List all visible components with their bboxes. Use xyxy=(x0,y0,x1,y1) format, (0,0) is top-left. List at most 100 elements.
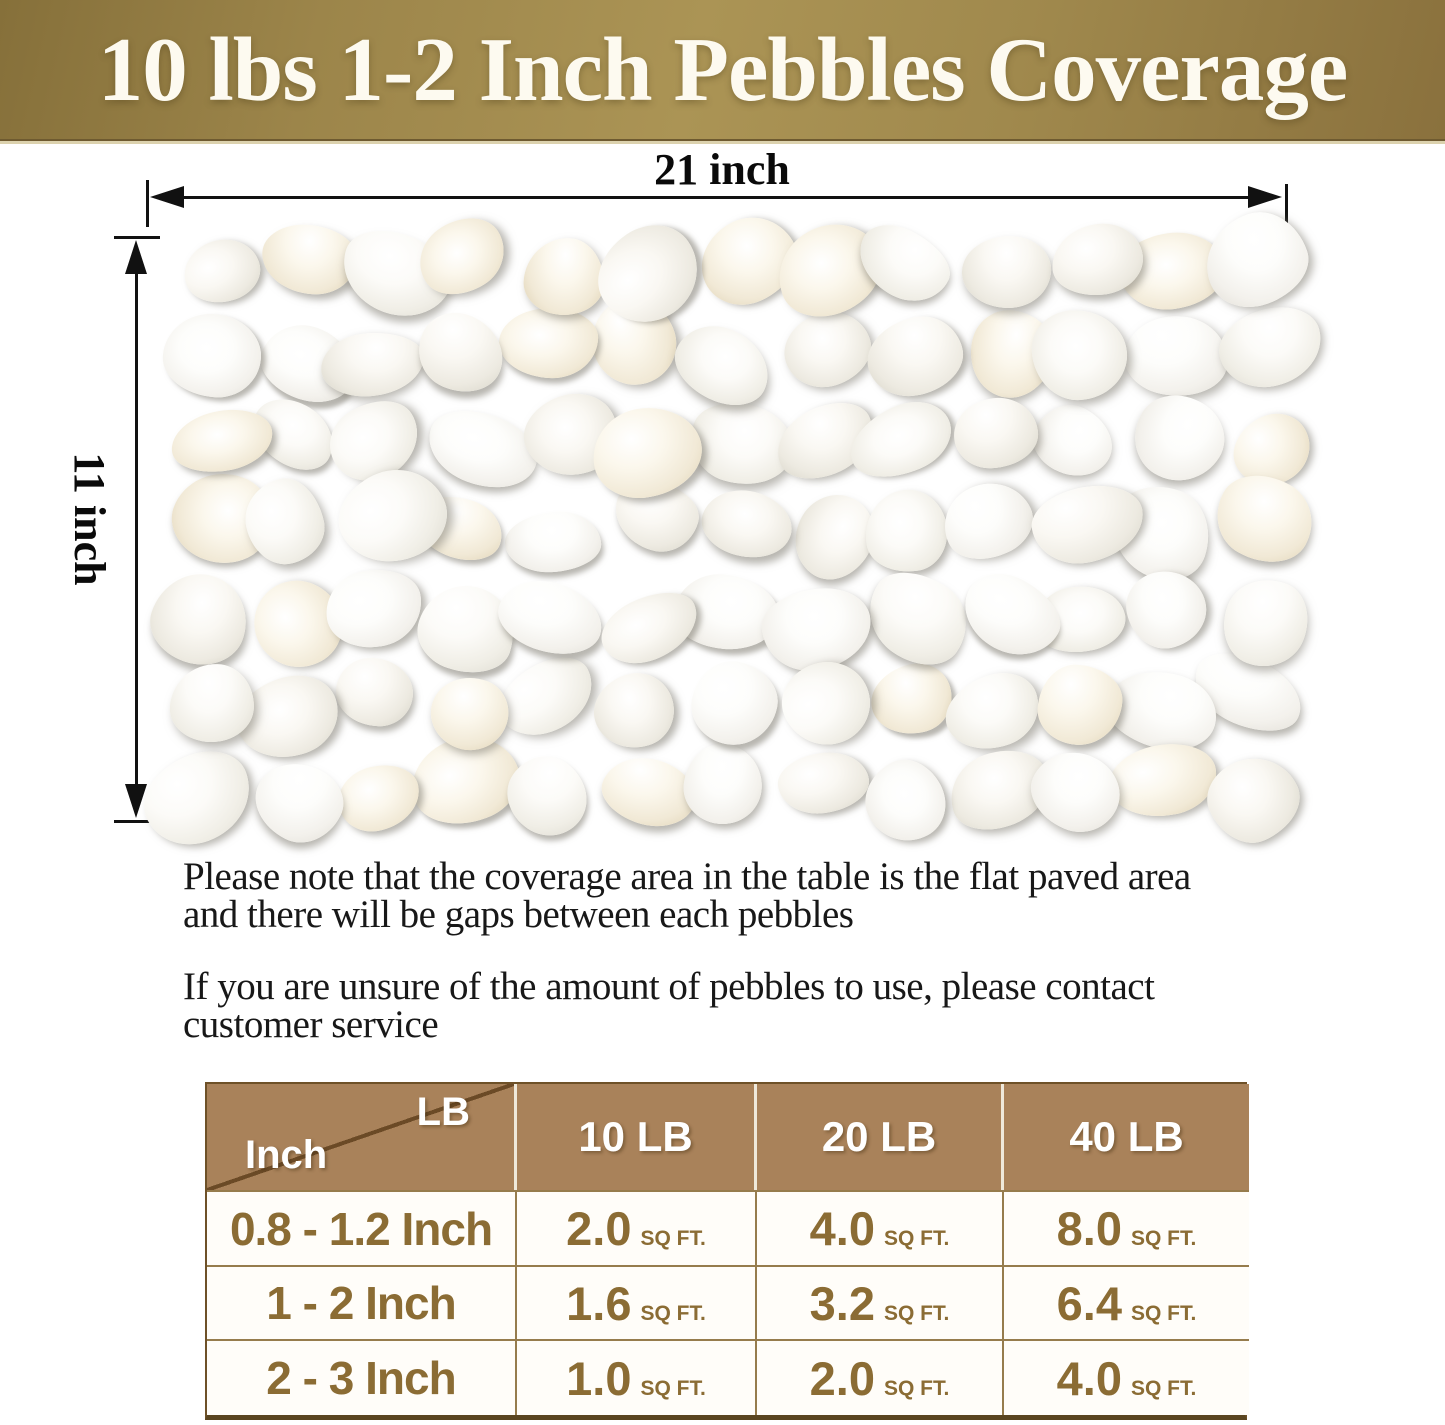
width-arrow-line xyxy=(180,196,1252,199)
pebble xyxy=(693,478,800,570)
pebble xyxy=(176,230,268,312)
pebble xyxy=(1023,392,1125,490)
pebble-photo xyxy=(131,199,1330,859)
size-label: 2 - 3 Inch xyxy=(266,1352,456,1404)
note-coverage-area: Please note that the coverage area in th… xyxy=(183,855,1445,936)
value-number: 1.0 xyxy=(566,1351,632,1405)
pebble xyxy=(679,739,766,829)
height-dimension-label: 11 inch xyxy=(65,452,114,586)
size-cell: 1 - 2 Inch xyxy=(207,1265,517,1339)
value-number: 8.0 xyxy=(1056,1202,1122,1255)
value-cell: 8.0 SQ FT. xyxy=(1004,1190,1249,1265)
table-header-20lb: 20 LB xyxy=(757,1084,1004,1190)
pebble xyxy=(160,310,265,402)
value-unit: SQ FT. xyxy=(640,1227,706,1250)
pebble xyxy=(140,560,259,677)
pebble xyxy=(1035,661,1126,748)
pebble xyxy=(406,301,516,405)
coverage-table: LB Inch 10 LB 20 LB 40 LB 0.8 - 1.2 Inch… xyxy=(205,1082,1249,1420)
value-number: 4.0 xyxy=(1056,1351,1122,1405)
pebble xyxy=(1202,458,1329,580)
pebble xyxy=(1196,743,1313,856)
pebble xyxy=(851,554,983,682)
table-header-40lb: 40 LB xyxy=(1004,1084,1249,1190)
pebble xyxy=(1118,379,1239,499)
corner-inch-label: Inch xyxy=(245,1133,328,1177)
width-arrow-left-tick xyxy=(146,180,149,227)
height-arrow-bottom-tick xyxy=(114,820,160,823)
value-unit: SQ FT. xyxy=(640,1301,706,1325)
pebble xyxy=(931,468,1044,574)
value-cell: 3.2 SQ FT. xyxy=(757,1265,1004,1339)
pebble xyxy=(1103,735,1223,827)
pebble xyxy=(1120,563,1214,656)
width-arrow-left-head xyxy=(150,186,184,208)
size-label: 1 - 2 Inch xyxy=(266,1277,456,1329)
pebble xyxy=(960,234,1053,309)
value-number: 2.0 xyxy=(566,1202,632,1255)
pebble xyxy=(503,509,603,575)
height-arrow-line xyxy=(135,270,138,788)
pebble xyxy=(1192,199,1320,320)
height-arrow-down-head xyxy=(125,784,147,818)
banner: 10 lbs 1-2 Inch Pebbles Coverage xyxy=(0,0,1445,144)
note-line: customer service xyxy=(183,1003,439,1046)
pebble xyxy=(1119,308,1234,404)
value-number: 3.2 xyxy=(809,1276,875,1330)
note-contact-service: If you are unsure of the amount of pebbl… xyxy=(183,965,1445,1046)
value-cell: 2.0 SQ FT. xyxy=(517,1190,757,1265)
width-arrow-right-head xyxy=(1248,186,1282,208)
pebble xyxy=(131,739,264,859)
value-unit: SQ FT. xyxy=(1131,1301,1197,1325)
pebble xyxy=(684,653,786,753)
value-number: 1.6 xyxy=(566,1276,632,1330)
value-number: 2.0 xyxy=(809,1351,875,1405)
note-line: and there will be gaps between each pebb… xyxy=(183,893,854,936)
table-header-10lb: 10 LB xyxy=(517,1084,757,1190)
width-dimension-label: 21 inch xyxy=(654,145,790,194)
pebble xyxy=(1029,307,1131,403)
value-cell: 1.0 SQ FT. xyxy=(517,1339,757,1415)
pebble xyxy=(851,747,958,855)
height-arrow-top-tick xyxy=(114,236,160,239)
value-unit: SQ FT. xyxy=(884,1227,950,1250)
pebble xyxy=(1211,298,1330,397)
note-line: Please note that the coverage area in th… xyxy=(183,855,1191,898)
pebble xyxy=(585,664,684,759)
pebble xyxy=(521,235,607,317)
pebble xyxy=(950,560,1073,672)
value-cell: 1.6 SQ FT. xyxy=(517,1265,757,1339)
value-unit: SQ FT. xyxy=(884,1376,950,1400)
value-unit: SQ FT. xyxy=(640,1376,706,1400)
pebble xyxy=(242,748,355,856)
pebble xyxy=(497,307,599,380)
pebble xyxy=(759,584,875,674)
size-cell: 0.8 - 1.2 Inch xyxy=(207,1190,517,1265)
value-number: 4.0 xyxy=(809,1202,875,1255)
pebble xyxy=(332,757,427,839)
pebble xyxy=(1019,738,1132,846)
value-cell: 4.0 SQ FT. xyxy=(757,1190,1004,1265)
value-cell: 4.0 SQ FT. xyxy=(1004,1339,1249,1415)
value-unit: SQ FT. xyxy=(1131,1376,1197,1400)
page-title: 10 lbs 1-2 Inch Pebbles Coverage xyxy=(97,19,1349,120)
pebble xyxy=(334,656,415,728)
value-unit: SQ FT. xyxy=(884,1301,950,1325)
value-cell: 6.4 SQ FT. xyxy=(1004,1265,1249,1339)
pebble xyxy=(952,396,1040,470)
pebble xyxy=(774,747,873,819)
size-label: 0.8 - 1.2 Inch xyxy=(229,1202,493,1255)
value-number: 6.4 xyxy=(1056,1276,1122,1330)
pebble xyxy=(863,655,960,744)
note-line: If you are unsure of the amount of pebbl… xyxy=(183,965,1155,1008)
value-cell: 2.0 SQ FT. xyxy=(757,1339,1004,1415)
value-unit: SQ FT. xyxy=(1131,1227,1197,1250)
corner-lb-label: LB xyxy=(416,1090,470,1134)
pebble xyxy=(663,311,782,418)
pebble xyxy=(169,663,255,744)
pebble xyxy=(859,483,953,578)
height-arrow-up-head xyxy=(125,240,147,274)
pebble xyxy=(859,308,971,406)
pebble xyxy=(838,389,962,492)
